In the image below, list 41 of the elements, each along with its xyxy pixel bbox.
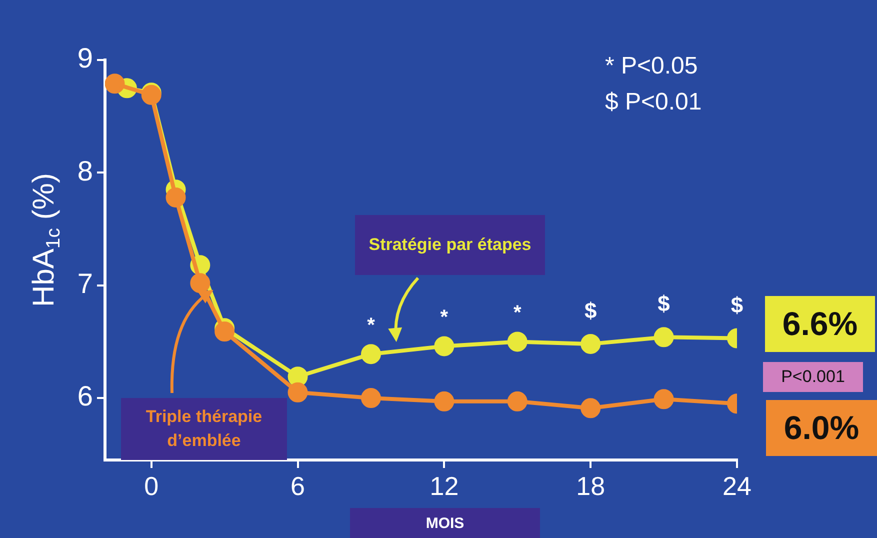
annotation: * (513, 302, 522, 324)
point (190, 273, 210, 294)
point (507, 332, 528, 352)
annotation: $ (658, 291, 670, 316)
label-box: Triple thérapie d’emblée (121, 398, 287, 460)
point (288, 382, 308, 402)
annotation: $ (584, 298, 597, 324)
annotation: $ (730, 292, 744, 318)
text: Stratégie par étapes (368, 234, 532, 256)
y-tick-label: 6 (77, 380, 93, 412)
point (654, 327, 674, 348)
x-tick-label: 24 (722, 470, 752, 501)
annotation: $ P<0.01 (605, 88, 702, 116)
text: P<0.001 (763, 362, 863, 392)
x-tick-label: 0 (144, 470, 159, 501)
x-tick-label: 6 (290, 470, 306, 501)
point (507, 391, 528, 412)
point (580, 398, 601, 418)
point (434, 336, 454, 356)
y-tick-label: 8 (77, 155, 93, 186)
x-axis-title: MOIS (350, 508, 540, 538)
x-tick-label: 12 (430, 470, 459, 501)
point (105, 74, 125, 94)
annotation: * (440, 306, 448, 329)
x-tick-label: 18 (576, 470, 606, 501)
point (434, 391, 454, 412)
label-box: Stratégie par étapes (355, 215, 545, 275)
point (360, 344, 381, 364)
point (214, 322, 235, 342)
text: 6.6% (765, 296, 875, 352)
series-label: Triple thérapie d’emblée (144, 406, 264, 452)
annotation: * P<0.05 (605, 52, 698, 80)
text: 6.0% (766, 400, 877, 456)
point (654, 389, 674, 410)
y-tick-label: 7 (77, 268, 93, 300)
annotation: * (367, 314, 376, 337)
point (166, 187, 186, 208)
y-tick-label: 9 (77, 42, 93, 74)
point (360, 388, 381, 408)
point (580, 334, 601, 354)
y-axis-title: HbA1c (%) (27, 173, 64, 307)
